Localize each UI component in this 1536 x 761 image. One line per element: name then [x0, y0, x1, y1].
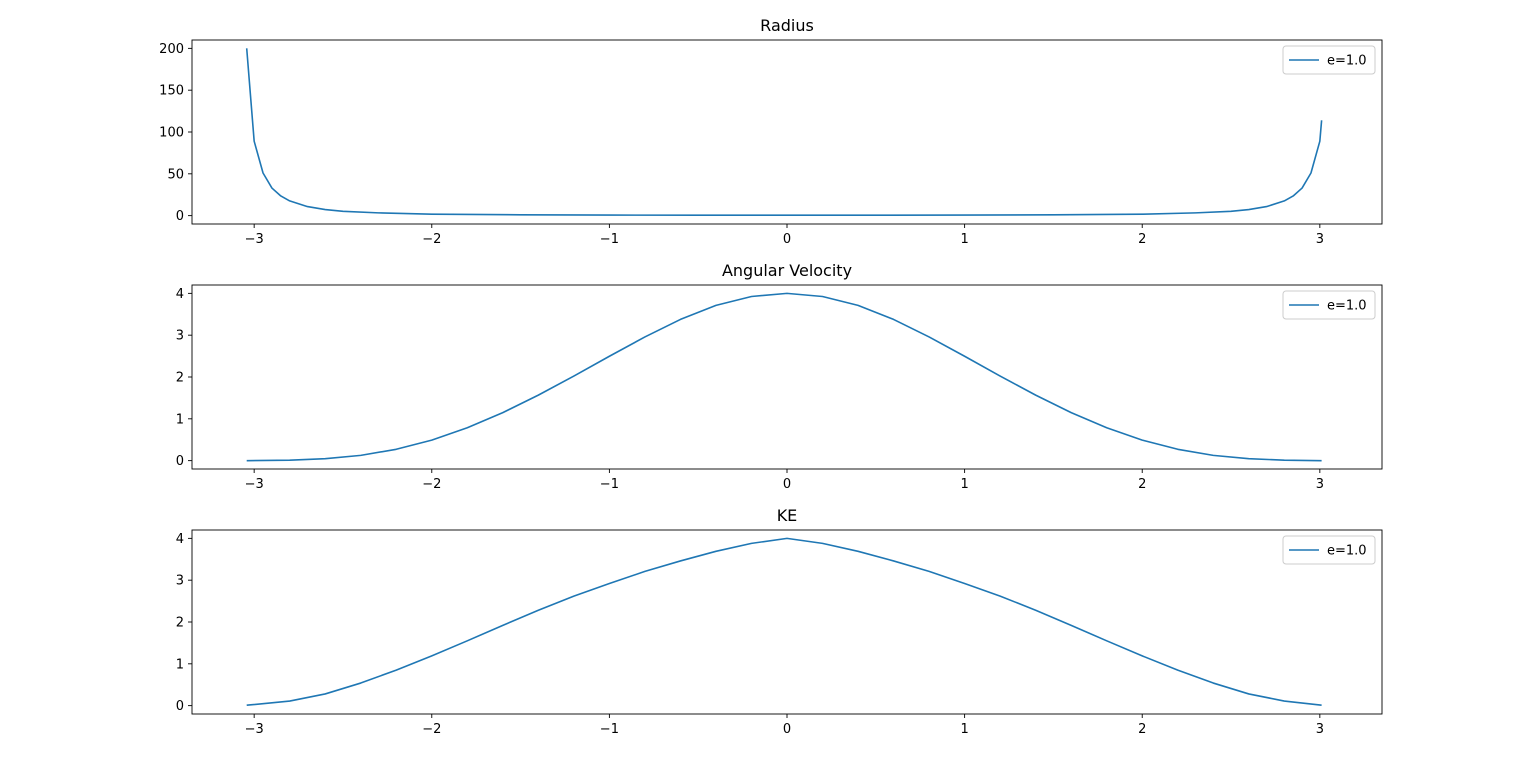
- x-tick-label: −3: [245, 722, 264, 737]
- legend-label: e=1.0: [1327, 299, 1367, 314]
- y-tick-label: 1: [176, 657, 184, 672]
- y-tick-label: 4: [176, 532, 184, 547]
- legend-label: e=1.0: [1327, 54, 1367, 69]
- x-tick-label: −2: [422, 477, 441, 492]
- legend-box: [1282, 45, 1376, 75]
- x-tick-label: 1: [960, 477, 968, 492]
- legend: e=1.0: [1282, 535, 1376, 565]
- subplot-3: KE −3 −2 −1 0 1 2 3 0 1 2 3 4 e=1.0: [176, 506, 1383, 737]
- legend-label: e=1.0: [1327, 544, 1367, 559]
- legend: e=1.0: [1282, 45, 1376, 75]
- legend-box: [1282, 535, 1376, 565]
- legend: e=1.0: [1282, 290, 1376, 320]
- x-tick-label: 0: [783, 722, 791, 737]
- x-tick-label: −3: [245, 232, 264, 247]
- y-tick-label: 200: [159, 42, 184, 57]
- y-tick-label: 0: [176, 699, 184, 714]
- y-tick-label: 150: [159, 84, 184, 99]
- x-tick-label: −1: [600, 477, 619, 492]
- y-tick-label: 3: [176, 329, 184, 344]
- x-tick-label: −1: [600, 722, 619, 737]
- x-tick-label: −1: [600, 232, 619, 247]
- y-tick-label: 3: [176, 574, 184, 589]
- x-tick-label: 2: [1138, 232, 1146, 247]
- x-tick-label: 3: [1316, 232, 1324, 247]
- x-tick-label: 3: [1316, 477, 1324, 492]
- axes-frame: [191, 284, 1383, 470]
- x-tick-label: 2: [1138, 477, 1146, 492]
- x-tick-label: 3: [1316, 722, 1324, 737]
- y-tick-label: 2: [176, 616, 184, 631]
- x-tick-label: 0: [783, 477, 791, 492]
- subplot-2: Angular Velocity −3 −2 −1 0 1 2 3 0 1 2 3 4 e=1.0: [176, 261, 1383, 492]
- x-tick-label: 1: [960, 232, 968, 247]
- y-tick-label: 0: [176, 209, 184, 224]
- axes-frame: [191, 529, 1383, 715]
- x-tick-label: 1: [960, 722, 968, 737]
- y-tick-label: 4: [176, 287, 184, 302]
- x-tick-label: −3: [245, 477, 264, 492]
- x-tick-label: −2: [422, 232, 441, 247]
- y-tick-label: 50: [167, 167, 184, 182]
- y-tick-label: 1: [176, 412, 184, 427]
- series-line: [246, 537, 1322, 707]
- subplot-1: Radius −3 −2 −1 0 1 2 3 0 50 100 150 200 e=1.0: [159, 16, 1383, 247]
- chart-title: Radius: [760, 16, 814, 35]
- y-tick-label: 0: [176, 454, 184, 469]
- y-tick-label: 2: [176, 371, 184, 386]
- x-tick-label: −2: [422, 722, 441, 737]
- x-tick-label: 0: [783, 232, 791, 247]
- axes-frame: [191, 39, 1383, 225]
- chart-title: KE: [777, 506, 798, 525]
- legend-box: [1282, 290, 1376, 320]
- series-line: [245, 48, 1323, 217]
- y-tick-label: 100: [159, 126, 184, 141]
- series-line: [246, 292, 1322, 462]
- x-tick-label: 2: [1138, 722, 1146, 737]
- chart-title: Angular Velocity: [722, 261, 852, 280]
